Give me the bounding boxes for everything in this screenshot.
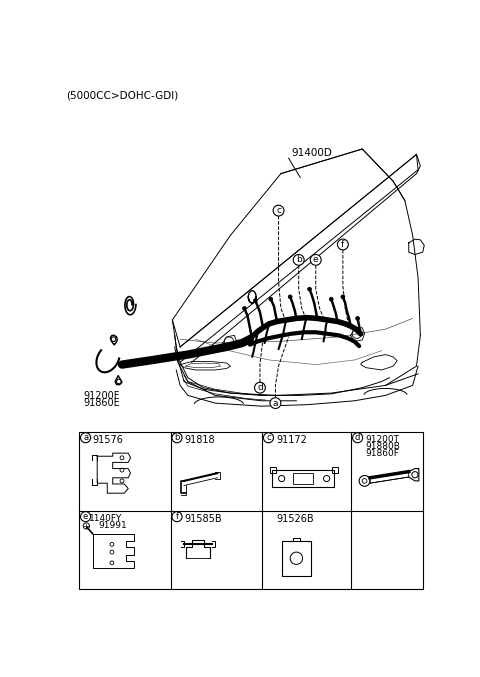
Circle shape [172,433,182,443]
Text: f: f [341,240,345,249]
Text: 91400D: 91400D [291,148,332,158]
Text: a: a [273,399,278,408]
Text: 1140FY: 1140FY [89,514,122,523]
Circle shape [254,383,265,393]
Circle shape [329,297,333,301]
Circle shape [311,255,321,265]
Circle shape [81,433,91,443]
Circle shape [288,295,292,299]
Text: a: a [83,433,88,442]
Circle shape [293,255,304,265]
Text: d: d [355,433,360,442]
Text: e: e [313,255,319,265]
Bar [332,467,338,473]
Text: 91585B: 91585B [185,514,222,523]
Circle shape [264,433,274,443]
Bar [270,467,276,473]
Text: b: b [296,255,301,265]
Text: 91818: 91818 [185,435,216,445]
Bar [293,473,312,484]
Text: 91172: 91172 [276,435,307,445]
Circle shape [273,205,284,216]
Bar [272,470,335,487]
Circle shape [337,239,348,250]
Text: c: c [266,433,271,442]
Text: 91880B: 91880B [365,441,400,451]
Text: f: f [176,512,179,521]
Text: e: e [83,512,88,521]
Circle shape [172,512,182,522]
Text: 91576: 91576 [93,435,123,445]
Text: 91860E: 91860E [83,399,120,408]
Text: 91200T: 91200T [365,435,399,443]
Text: 91991: 91991 [99,521,128,530]
Circle shape [341,295,345,299]
Circle shape [269,297,273,301]
Circle shape [356,316,360,320]
Text: 91200F: 91200F [83,391,120,401]
Circle shape [353,433,362,443]
Text: d: d [257,383,263,392]
Circle shape [270,397,281,408]
Text: c: c [276,206,281,215]
Text: 91526B: 91526B [276,514,314,523]
Text: b: b [174,433,180,442]
Circle shape [242,307,246,310]
Circle shape [308,287,312,291]
Bar [282,542,311,576]
Text: 91860F: 91860F [365,449,399,458]
Bar [79,432,423,590]
Text: (5000CC>DOHC-GDI): (5000CC>DOHC-GDI) [66,91,179,100]
Circle shape [253,299,257,303]
Circle shape [81,512,91,522]
